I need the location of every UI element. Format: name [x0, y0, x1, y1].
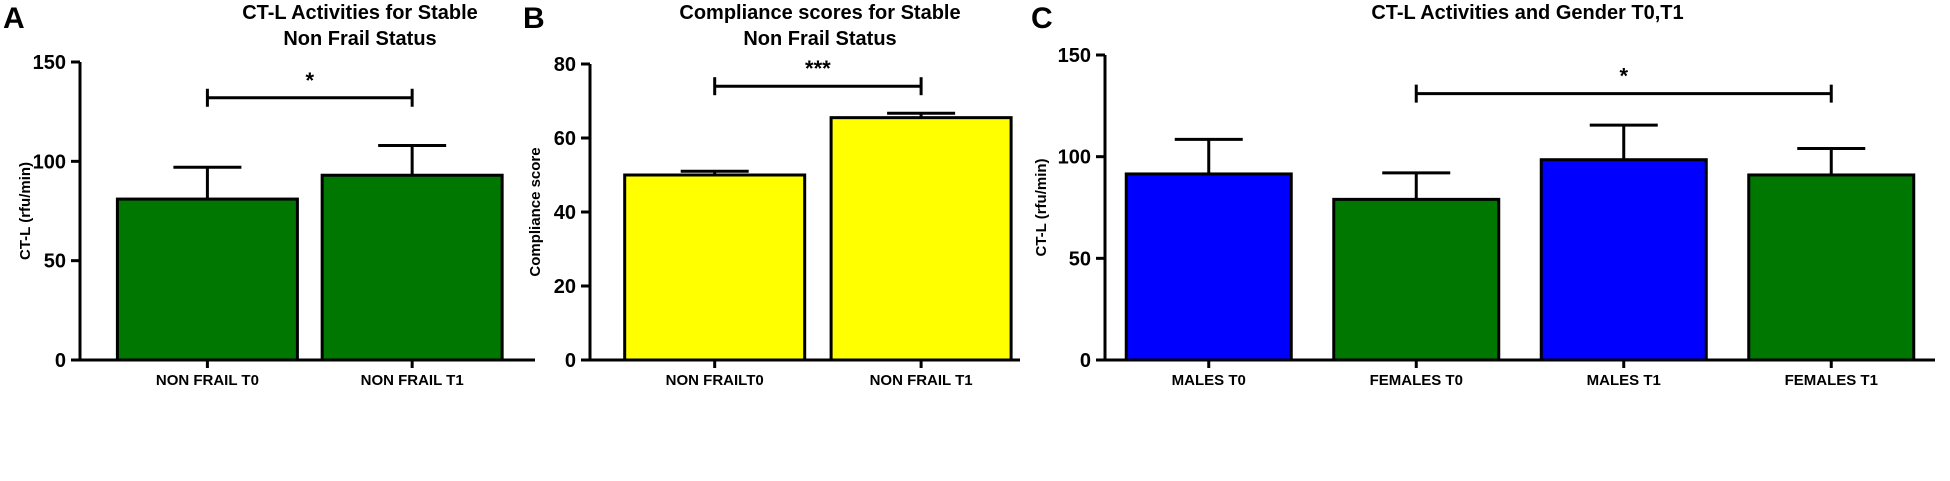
- y-tick-label: 40: [554, 202, 576, 224]
- bar: [320, 173, 504, 362]
- bar: [1124, 172, 1293, 362]
- y-tick-label: 20: [554, 276, 576, 298]
- chart-svg: 0 20 40 60 80 Compliance score NON FRAILT0 NON …: [527, 54, 1020, 389]
- significance-label: *: [305, 68, 314, 93]
- chart-svg: 0 50 100 150 CT-L (rfu/min) MALES T0 FEMALES T…: [1033, 45, 1935, 389]
- panel-b: B Compliance scores for Stable Non Frail…: [520, 0, 1060, 481]
- chart-title: CT-L Activities for Stable Non Frail Sta…: [242, 2, 478, 50]
- chart-title: CT-L Activities and Gender T0,T1: [1371, 2, 1684, 24]
- panel-a: A CT-L Activities for Stable Non Frail S…: [0, 0, 640, 481]
- x-tick-label: FEMALES T1: [1785, 372, 1878, 389]
- y-tick-label: 0: [565, 350, 576, 372]
- y-tick-label: 150: [1058, 45, 1091, 67]
- x-tick-label: NON FRAIL T0: [156, 372, 259, 389]
- x-tick-label: NON FRAILT0: [666, 372, 764, 389]
- y-tick-label: 60: [554, 128, 576, 150]
- significance-label: *: [1619, 64, 1628, 89]
- bar: [1332, 197, 1501, 362]
- y-tick-label: 150: [33, 52, 66, 74]
- x-tick-label: MALES T1: [1587, 372, 1661, 389]
- chart-svg: 0 50 100 150 CT-L (rfu/min) NON FRAIL T0 NON F…: [17, 52, 535, 389]
- y-axis-label: CT-L (rfu/min): [17, 162, 34, 260]
- x-tick-label: MALES T0: [1172, 372, 1246, 389]
- y-tick-label: 80: [554, 54, 576, 76]
- significance-label: ***: [805, 56, 831, 81]
- y-tick-label: 50: [1069, 248, 1091, 270]
- bar: [115, 197, 299, 362]
- panel-label: B: [523, 2, 545, 35]
- x-tick-label: NON FRAIL T1: [361, 372, 464, 389]
- panel-label: C: [1031, 2, 1053, 35]
- y-tick-label: 0: [1080, 350, 1091, 372]
- panel-c: C CT-L Activities and Gender T0,T1 0 50 10…: [1030, 0, 1950, 481]
- bar: [1539, 158, 1708, 362]
- bar: [1747, 173, 1916, 362]
- y-tick-label: 50: [44, 251, 66, 273]
- y-tick-label: 0: [55, 350, 66, 372]
- x-tick-label: NON FRAIL T1: [870, 372, 973, 389]
- y-tick-label: 100: [1058, 147, 1091, 169]
- y-axis-label: Compliance score: [527, 147, 544, 276]
- chart-title: Compliance scores for Stable Non Frail S…: [679, 2, 961, 50]
- panel-label: A: [3, 2, 25, 35]
- bar: [829, 116, 1013, 362]
- bar: [623, 173, 807, 362]
- x-tick-label: FEMALES T0: [1370, 372, 1463, 389]
- y-axis-label: CT-L (rfu/min): [1033, 158, 1050, 256]
- y-tick-label: 100: [33, 151, 66, 173]
